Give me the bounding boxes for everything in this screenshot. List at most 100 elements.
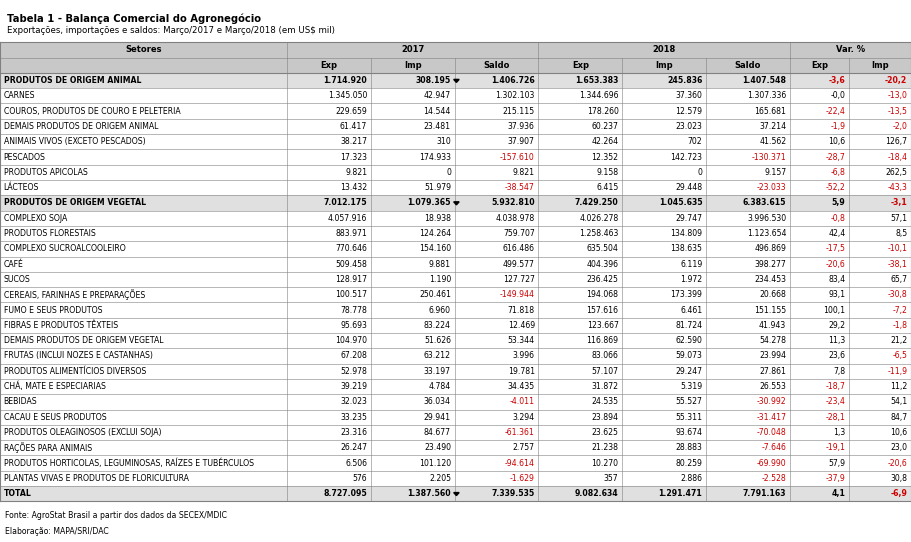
Bar — [0, 165, 911, 180]
Text: 7.339.535: 7.339.535 — [492, 489, 535, 498]
Text: 27.861: 27.861 — [759, 367, 786, 376]
Bar — [0, 394, 911, 410]
Text: Imp: Imp — [404, 61, 422, 70]
Text: 229.659: 229.659 — [335, 107, 367, 115]
Text: Exportações, importações e saldos: Março/2017 e Março/2018 (em US$ mil): Exportações, importações e saldos: Março… — [7, 26, 335, 35]
Bar — [0, 256, 911, 272]
Text: 12.352: 12.352 — [591, 152, 619, 162]
Bar — [0, 88, 911, 104]
Text: FRUTAS (INCLUI NOZES E CASTANHAS): FRUTAS (INCLUI NOZES E CASTANHAS) — [4, 351, 152, 360]
Text: 41.943: 41.943 — [759, 321, 786, 330]
Text: -38.547: -38.547 — [505, 183, 535, 192]
Text: PRODUTOS ALIMENTÍCIOS DIVERSOS: PRODUTOS ALIMENTÍCIOS DIVERSOS — [4, 367, 146, 376]
Text: 33.235: 33.235 — [340, 412, 367, 422]
Bar — [538, 42, 790, 57]
Text: 883.971: 883.971 — [335, 229, 367, 238]
Text: 81.724: 81.724 — [675, 321, 702, 330]
Text: 29,2: 29,2 — [828, 321, 845, 330]
Text: DEMAIS PRODUTOS DE ORIGEM VEGETAL: DEMAIS PRODUTOS DE ORIGEM VEGETAL — [4, 336, 163, 345]
Text: 83.066: 83.066 — [591, 351, 619, 360]
Text: -157.610: -157.610 — [500, 152, 535, 162]
Text: 3.996.530: 3.996.530 — [747, 214, 786, 223]
Text: 9.821: 9.821 — [345, 168, 367, 177]
Text: 1.344.696: 1.344.696 — [579, 92, 619, 100]
Text: 5.319: 5.319 — [681, 382, 702, 391]
Text: -3,1: -3,1 — [891, 198, 907, 208]
Text: 404.396: 404.396 — [587, 260, 619, 269]
Bar — [0, 425, 911, 440]
Text: 236.425: 236.425 — [587, 275, 619, 284]
Text: 24.535: 24.535 — [591, 397, 619, 406]
Text: 11,3: 11,3 — [828, 336, 845, 345]
Text: 0: 0 — [446, 168, 451, 177]
Text: 13.432: 13.432 — [340, 183, 367, 192]
Text: 11,2: 11,2 — [890, 382, 907, 391]
Text: 5.932.810: 5.932.810 — [491, 198, 535, 208]
Text: 17.323: 17.323 — [340, 152, 367, 162]
Text: 37.907: 37.907 — [507, 137, 535, 146]
Text: -28,7: -28,7 — [825, 152, 845, 162]
Text: 123.667: 123.667 — [587, 321, 619, 330]
Text: 702: 702 — [688, 137, 702, 146]
Bar — [0, 226, 911, 241]
Text: TOTAL: TOTAL — [4, 489, 31, 498]
Text: 29.941: 29.941 — [424, 412, 451, 422]
Text: 26.247: 26.247 — [340, 443, 367, 452]
Text: CAFÉ: CAFÉ — [4, 260, 24, 269]
Text: 23.490: 23.490 — [424, 443, 451, 452]
Text: 12.579: 12.579 — [675, 107, 702, 115]
Text: -31.417: -31.417 — [756, 412, 786, 422]
Text: 23.023: 23.023 — [675, 122, 702, 131]
Text: 37.214: 37.214 — [759, 122, 786, 131]
Text: FIBRAS E PRODUTOS TÊXTEIS: FIBRAS E PRODUTOS TÊXTEIS — [4, 321, 118, 330]
Bar — [0, 272, 911, 287]
Text: 34.435: 34.435 — [507, 382, 535, 391]
Text: 499.577: 499.577 — [503, 260, 535, 269]
Text: 1,3: 1,3 — [834, 428, 845, 437]
Bar — [0, 455, 911, 471]
Bar — [0, 410, 911, 425]
Text: PRODUTOS OLEAGINOSOS (EXCLUI SOJA): PRODUTOS OLEAGINOSOS (EXCLUI SOJA) — [4, 428, 161, 437]
Text: 23.894: 23.894 — [591, 412, 619, 422]
Text: LÁCTEOS: LÁCTEOS — [4, 183, 39, 192]
Text: 2018: 2018 — [652, 46, 676, 54]
Text: -7.646: -7.646 — [762, 443, 786, 452]
Text: 7.429.250: 7.429.250 — [575, 198, 619, 208]
Text: 1.079.365: 1.079.365 — [407, 198, 451, 208]
Text: -0,8: -0,8 — [831, 214, 845, 223]
Polygon shape — [454, 79, 459, 82]
Text: 23.994: 23.994 — [759, 351, 786, 360]
Text: 1.653.383: 1.653.383 — [575, 76, 619, 85]
Text: 63.212: 63.212 — [424, 351, 451, 360]
Text: 6.415: 6.415 — [597, 183, 619, 192]
Text: PLANTAS VIVAS E PRODUTOS DE FLORICULTURA: PLANTAS VIVAS E PRODUTOS DE FLORICULTURA — [4, 474, 189, 483]
Text: 1.045.635: 1.045.635 — [659, 198, 702, 208]
Text: 310: 310 — [436, 137, 451, 146]
Text: 95.693: 95.693 — [340, 321, 367, 330]
Text: 57.107: 57.107 — [591, 367, 619, 376]
Polygon shape — [454, 493, 459, 495]
Text: 4.038.978: 4.038.978 — [496, 214, 535, 223]
Text: BEBIDAS: BEBIDAS — [4, 397, 37, 406]
Text: 1.345.050: 1.345.050 — [328, 92, 367, 100]
Text: 23.481: 23.481 — [424, 122, 451, 131]
Text: 5,9: 5,9 — [832, 198, 845, 208]
Text: 250.461: 250.461 — [419, 291, 451, 299]
Text: COMPLEXO SOJA: COMPLEXO SOJA — [4, 214, 67, 223]
Text: -70.048: -70.048 — [756, 428, 786, 437]
Text: 9.082.634: 9.082.634 — [575, 489, 619, 498]
Text: PESCADOS: PESCADOS — [4, 152, 46, 162]
Text: COUROS, PRODUTOS DE COURO E PELETERIA: COUROS, PRODUTOS DE COURO E PELETERIA — [4, 107, 180, 115]
Text: -30,8: -30,8 — [887, 291, 907, 299]
Text: 101.120: 101.120 — [419, 459, 451, 468]
Text: -6,8: -6,8 — [831, 168, 845, 177]
Text: 41.562: 41.562 — [759, 137, 786, 146]
Text: CHÁ, MATE E ESPECIARIAS: CHÁ, MATE E ESPECIARIAS — [4, 382, 106, 391]
Text: -18,7: -18,7 — [825, 382, 845, 391]
Text: CACAU E SEUS PRODUTOS: CACAU E SEUS PRODUTOS — [4, 412, 107, 422]
Text: -6,9: -6,9 — [890, 489, 907, 498]
Text: 55.527: 55.527 — [675, 397, 702, 406]
Text: -43,3: -43,3 — [887, 183, 907, 192]
Text: 1.258.463: 1.258.463 — [579, 229, 619, 238]
Text: 84.677: 84.677 — [424, 428, 451, 437]
